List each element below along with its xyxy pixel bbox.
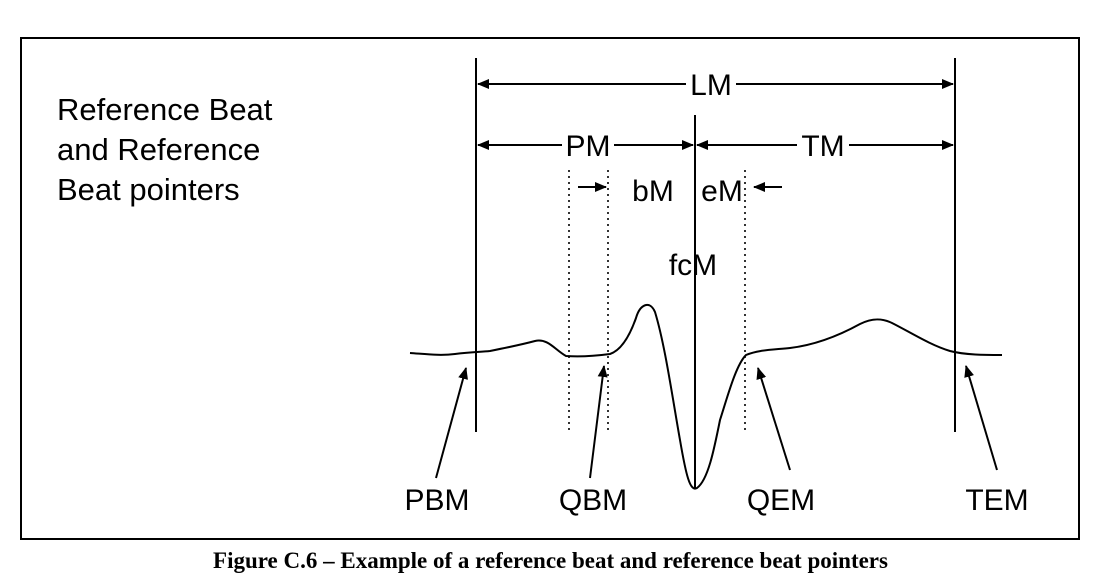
reference-beat-waveform — [409, 303, 1003, 490]
figure-frame — [20, 37, 1080, 540]
qem-arrow — [756, 367, 791, 471]
em-label: eM — [701, 175, 743, 208]
fcm-label: fcM — [669, 249, 717, 282]
pbm-label: PBM — [404, 484, 469, 517]
description-line-1: Reference Beat — [57, 92, 273, 127]
tm-label: TM — [801, 130, 844, 163]
pbm-arrow — [435, 367, 468, 479]
qbm-arrow — [589, 365, 608, 479]
bm-label: bM — [632, 175, 674, 208]
figure-caption: Figure C.6 – Example of a reference beat… — [213, 548, 888, 573]
qem-label: QEM — [747, 484, 815, 517]
pm-label: PM — [566, 130, 611, 163]
description-line-3: Beat pointers — [57, 172, 240, 207]
tem-arrow — [964, 365, 998, 471]
lm-label: LM — [690, 69, 732, 102]
description-line-2: and Reference — [57, 132, 260, 167]
tem-label: TEM — [965, 484, 1028, 517]
qbm-label: QBM — [559, 484, 627, 517]
